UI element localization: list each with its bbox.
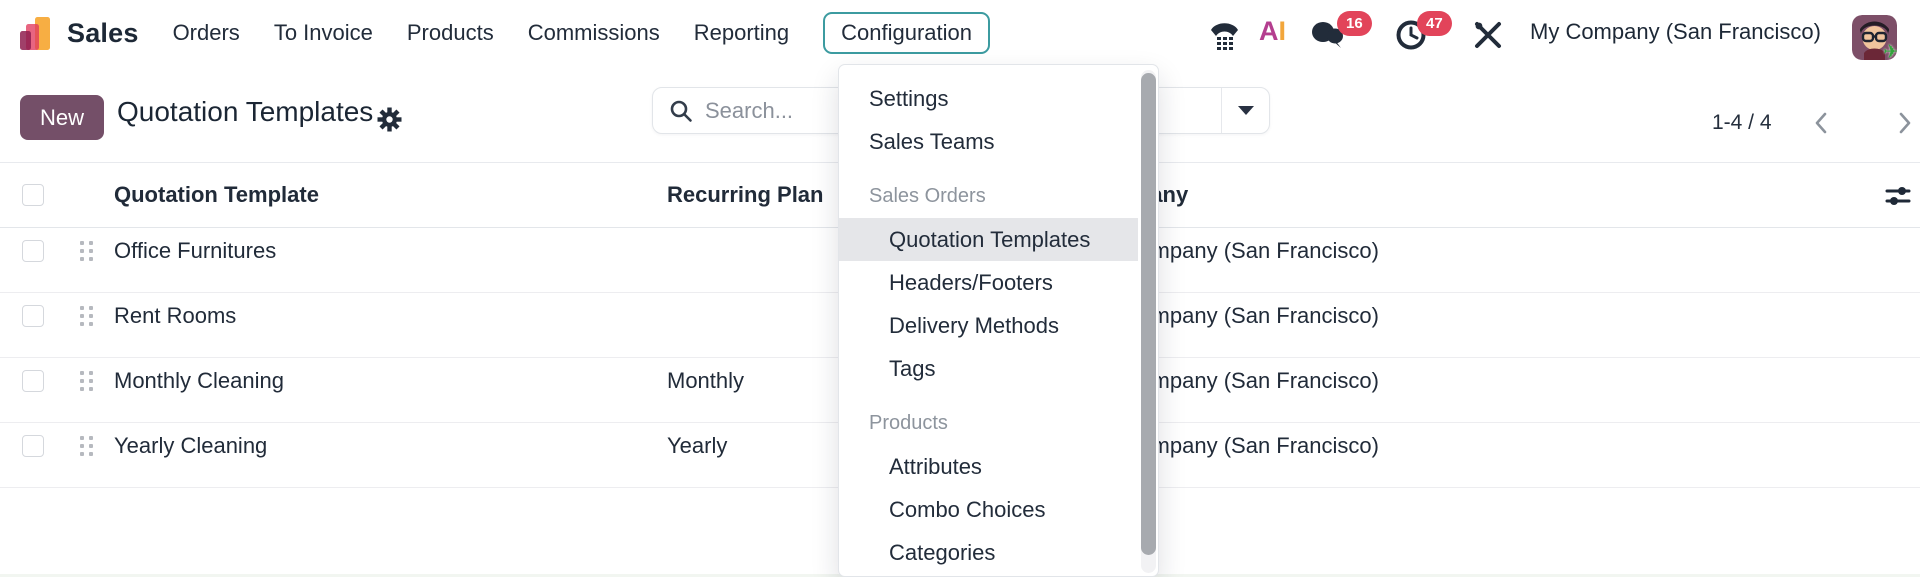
odoo-sales-logo-icon (18, 15, 54, 52)
menu-item-tags[interactable]: Tags (889, 356, 936, 381)
menu-item-quotation-templates[interactable]: Quotation Templates (839, 218, 1138, 261)
chevron-down-icon (1237, 106, 1254, 115)
drag-handle-icon[interactable] (80, 435, 97, 456)
dropdown-scrollbar-thumb[interactable] (1141, 73, 1156, 555)
main-menu: Orders To Invoice Products Commissions R… (173, 12, 990, 54)
menu-section-products: Products (869, 412, 948, 434)
user-avatar[interactable]: ✈ (1852, 15, 1897, 60)
select-all-checkbox[interactable] (22, 184, 44, 206)
page-title: Quotation Templates (117, 96, 374, 127)
gear-icon[interactable] (377, 107, 402, 132)
column-header-quotation-template[interactable]: Quotation Template (114, 182, 319, 207)
menu-item-sales-teams[interactable]: Sales Teams (869, 129, 995, 154)
app-brand[interactable]: Sales (18, 15, 139, 52)
cell-template-name[interactable]: Monthly Cleaning (114, 367, 284, 393)
menu-item-delivery-methods[interactable]: Delivery Methods (889, 313, 1059, 338)
pager-previous-button[interactable] (1806, 108, 1834, 138)
activities-clock-icon[interactable] (1396, 20, 1426, 50)
messages-badge: 16 (1337, 11, 1372, 36)
cell-company[interactable]: My Company (San Francisco) (1088, 432, 1379, 458)
pager-next-button[interactable] (1891, 108, 1919, 138)
menu-item-combo-choices[interactable]: Combo Choices (889, 497, 1046, 522)
messages-icon[interactable] (1311, 21, 1345, 49)
column-header-company[interactable]: Company (1088, 182, 1920, 208)
row-checkbox[interactable] (22, 434, 44, 457)
debug-tools-icon[interactable] (1473, 20, 1503, 50)
nav-configuration[interactable]: Configuration (823, 12, 990, 54)
menu-section-sales-orders: Sales Orders (869, 185, 986, 207)
company-switcher[interactable]: My Company (San Francisco) (1530, 19, 1821, 44)
cell-company[interactable]: My Company (San Francisco) (1088, 237, 1379, 263)
cell-company[interactable]: My Company (San Francisco) (1088, 302, 1379, 328)
drag-handle-icon[interactable] (80, 305, 97, 326)
nav-products[interactable]: Products (406, 20, 494, 45)
nav-orders[interactable]: Orders (172, 20, 240, 45)
pager-range: 1-4 / 4 (1712, 111, 1772, 134)
activities-badge: 47 (1417, 11, 1452, 36)
cell-template-name[interactable]: Office Furnitures (114, 237, 277, 263)
optional-columns-icon[interactable] (1884, 182, 1912, 210)
search-icon (669, 99, 693, 123)
configuration-dropdown-menu: Settings Sales Teams Sales Orders Quotat… (838, 64, 1159, 577)
new-button[interactable]: New (20, 95, 104, 140)
menu-item-settings[interactable]: Settings (869, 86, 949, 111)
cell-company[interactable]: My Company (San Francisco) (1088, 367, 1379, 393)
row-checkbox[interactable] (22, 304, 44, 327)
cell-template-name[interactable]: Yearly Cleaning (114, 432, 268, 458)
cell-recurring-plan[interactable]: Monthly (667, 367, 745, 393)
cell-recurring-plan[interactable]: Yearly (667, 432, 728, 458)
menu-item-categories[interactable]: Categories (889, 540, 996, 565)
cell-template-name[interactable]: Rent Rooms (114, 302, 237, 328)
row-checkbox[interactable] (22, 239, 44, 262)
top-navbar: Sales Orders To Invoice Products Commiss… (0, 0, 1920, 66)
nav-commissions[interactable]: Commissions (527, 20, 660, 45)
menu-item-attributes[interactable]: Attributes (889, 454, 982, 479)
drag-handle-icon[interactable] (80, 240, 97, 261)
row-checkbox[interactable] (22, 369, 44, 392)
drag-handle-icon[interactable] (80, 370, 97, 391)
app-name: Sales (67, 17, 139, 48)
travel-plane-icon: ✈ (1883, 42, 1897, 60)
dropdown-scrollbar-track[interactable] (1141, 70, 1156, 573)
nav-to-invoice[interactable]: To Invoice (273, 20, 373, 45)
nav-reporting[interactable]: Reporting (693, 20, 790, 45)
column-header-recurring-plan[interactable]: Recurring Plan (667, 182, 824, 207)
ai-icon[interactable]: AI (1259, 16, 1287, 46)
menu-item-headers-footers[interactable]: Headers/Footers (889, 270, 1053, 295)
voip-phone-icon[interactable] (1208, 20, 1241, 50)
search-options-toggle[interactable] (1221, 88, 1269, 133)
